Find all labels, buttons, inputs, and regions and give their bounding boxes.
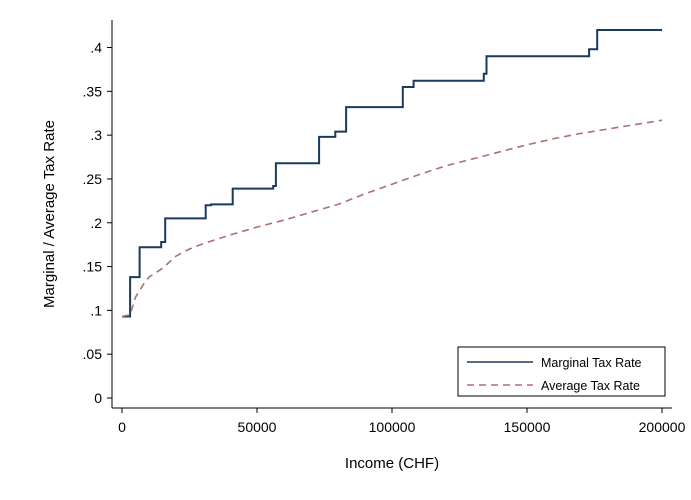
x-tick-label: 50000: [238, 419, 277, 435]
y-tick-label: .2: [90, 215, 102, 231]
axes: 0 .05 .1 .15 .2 .25 .3 .35 .4 0 50000 100000 150000 2…: [83, 20, 686, 435]
y-tick-label: .25: [83, 171, 103, 187]
x-tick-label: 0: [118, 419, 126, 435]
x-tick-label: 200000: [639, 419, 686, 435]
x-tick-label: 100000: [369, 419, 416, 435]
series-line-average-tax-rate: [121, 119, 663, 318]
x-axis-label: Income (CHF): [345, 455, 439, 472]
y-tick-label: .35: [83, 83, 103, 99]
legend-label-marginal: Marginal Tax Rate: [541, 356, 642, 370]
y-tick-label: .1: [90, 302, 102, 318]
y-tick-label: 0: [94, 390, 102, 406]
legend-box: [457, 346, 666, 397]
legend-label-average: Average Tax Rate: [541, 379, 640, 393]
series-layer: [121, 29, 663, 318]
x-tick-label: 150000: [504, 419, 551, 435]
y-tick-label: .05: [83, 346, 103, 362]
y-tick-label: .4: [90, 40, 102, 56]
y-tick-label: .15: [83, 259, 103, 275]
y-tick-label: .3: [90, 127, 102, 143]
series-line-marginal-tax-rate: [122, 29, 662, 318]
legend: Marginal Tax Rate Average Tax Rate: [457, 346, 666, 397]
y-axis-label: Marginal / Average Tax Rate: [41, 120, 58, 308]
